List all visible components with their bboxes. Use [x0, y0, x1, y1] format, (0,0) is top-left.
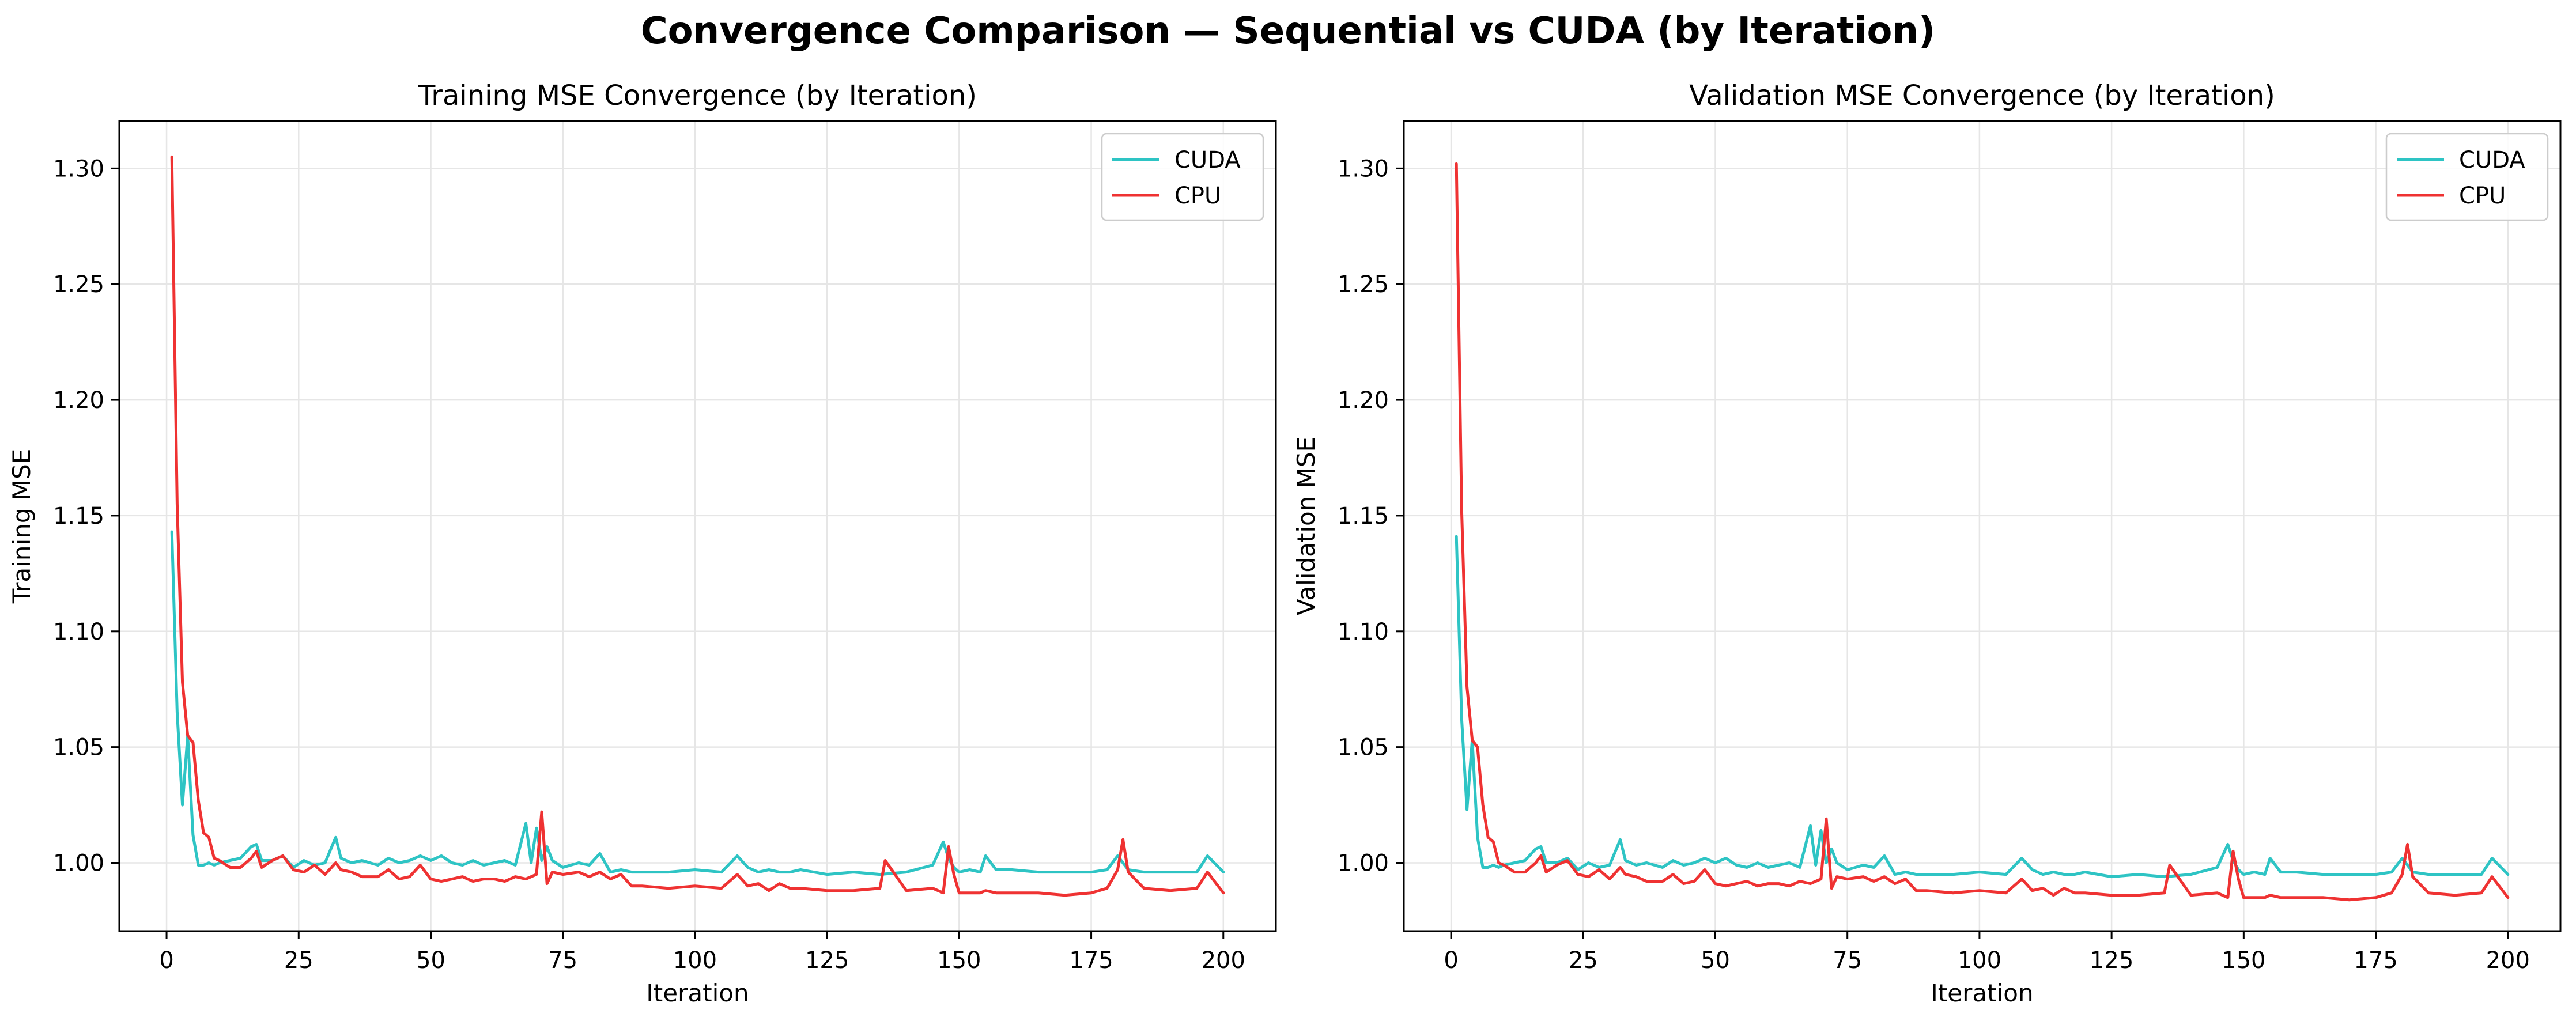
y-tick-label: 1.10 — [53, 619, 104, 645]
legend: CUDA CPU — [1101, 133, 1264, 221]
series-line-cuda — [1455, 535, 2510, 879]
y-tick-label: 1.25 — [53, 271, 104, 298]
x-tick-label: 50 — [1701, 947, 1730, 974]
y-tick-label: 1.20 — [53, 387, 104, 414]
x-tick-label: 125 — [2090, 947, 2133, 974]
x-tick-label: 25 — [284, 947, 313, 974]
legend-box — [2385, 133, 2549, 221]
x-tick-label: 100 — [1958, 947, 2001, 974]
y-tick-label: 1.05 — [53, 735, 104, 761]
y-tick-label: 1.00 — [1338, 850, 1389, 876]
x-tick-label: 150 — [937, 947, 981, 974]
chart-panel-validation: 0 25 50 75 100 125 150 175 200 1.00 1.05 1.10 1.15 1.… — [1292, 80, 2562, 1007]
x-axis-label: Iteration — [1931, 979, 2033, 1007]
x-tick-label: 75 — [1833, 947, 1862, 974]
chart-title: Validation MSE Convergence (by Iteration… — [1689, 80, 2275, 112]
x-tick-label: 0 — [159, 947, 173, 974]
x-tick-label: 200 — [1202, 947, 1245, 974]
y-axis-label: Training MSE — [7, 449, 36, 604]
legend-label-cuda: CUDA — [1174, 147, 1241, 173]
chart-panels: 0 25 50 75 100 125 150 175 200 1.00 1.05 1.10 1.15 1.… — [7, 80, 2562, 1007]
legend-label-cpu: CPU — [2459, 183, 2506, 209]
figure-suptitle: Convergence Comparison — Sequential vs C… — [641, 10, 1936, 52]
chart-panel-training: 0 25 50 75 100 125 150 175 200 1.00 1.05 1.10 1.15 1.… — [7, 80, 1277, 1007]
y-tick-label: 1.30 — [1338, 156, 1389, 182]
y-tick-label: 1.10 — [1338, 619, 1389, 645]
series-line-cuda — [170, 530, 1225, 876]
y-tick-label: 1.15 — [53, 503, 104, 529]
x-tick-label: 175 — [1069, 947, 1113, 974]
x-tick-label: 0 — [1444, 947, 1458, 974]
x-tick-label: 25 — [1569, 947, 1598, 974]
x-tick-label: 200 — [2486, 947, 2530, 974]
y-axis-label: Validation MSE — [1292, 437, 1320, 615]
x-tick-label: 75 — [548, 947, 577, 974]
legend-label-cuda: CUDA — [2459, 147, 2525, 173]
y-tick-label: 1.30 — [53, 156, 104, 182]
axes-frame — [1403, 120, 2562, 932]
x-tick-label: 100 — [673, 947, 717, 974]
y-tick-label: 1.05 — [1338, 735, 1389, 761]
legend-label-cpu: CPU — [1174, 183, 1221, 209]
y-tick-label: 1.25 — [1338, 271, 1389, 298]
y-tick-label: 1.20 — [1338, 387, 1389, 414]
x-tick-label: 175 — [2354, 947, 2397, 974]
chart-title: Training MSE Convergence (by Iteration) — [418, 80, 977, 112]
series-line-cpu — [1455, 162, 2510, 902]
series-line-cpu — [170, 155, 1225, 897]
legend-box — [1101, 133, 1264, 221]
x-axis-label: Iteration — [646, 979, 749, 1007]
y-tick-label: 1.00 — [53, 850, 104, 876]
axes-frame — [118, 120, 1277, 932]
x-tick-label: 150 — [2222, 947, 2265, 974]
y-tick-label: 1.15 — [1338, 503, 1389, 529]
x-tick-label: 125 — [805, 947, 849, 974]
legend: CUDA CPU — [2385, 133, 2549, 221]
x-tick-label: 50 — [416, 947, 445, 974]
